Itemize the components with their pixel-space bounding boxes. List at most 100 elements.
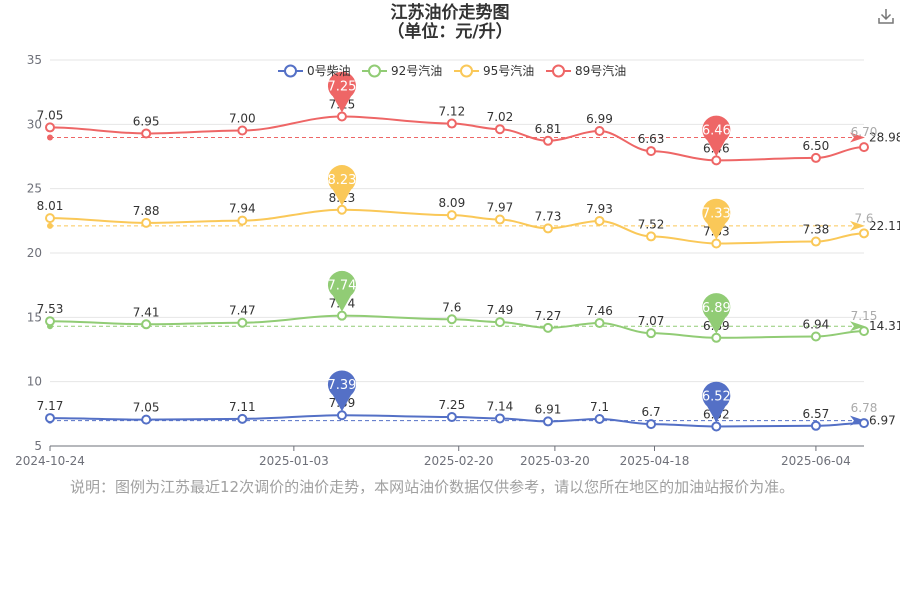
x-tick-label: 2025-02-20 <box>424 454 494 468</box>
min-marker <box>702 381 731 423</box>
average-line-label: 28.98 <box>869 130 900 144</box>
chart-title: 江苏油价走势图 （单位：元/升） <box>0 4 900 42</box>
y-tick-label: 5 <box>34 439 42 453</box>
last-value-label: 7.6 <box>854 211 873 225</box>
average-line-arrow <box>850 220 865 231</box>
data-label: 7.97 <box>487 201 514 215</box>
data-point <box>810 420 821 431</box>
max-marker-label: 8.23 <box>327 173 356 188</box>
last-value-label: 6.70 <box>851 125 878 139</box>
data-label: 7.52 <box>638 217 665 231</box>
legend-item[interactable]: 92号汽油 <box>362 63 442 78</box>
data-label: 7.25 <box>438 398 465 412</box>
series-line <box>49 208 865 245</box>
data-label: 7.12 <box>438 105 465 119</box>
download-icon[interactable] <box>876 6 896 26</box>
max-marker <box>327 270 356 312</box>
data-point <box>45 316 55 327</box>
data-labels: 7.17 7.05 7.11 7.39 7.25 7.14 6.91 7.1 6.7 6.52 6.… <box>37 97 878 421</box>
data-point <box>45 122 55 133</box>
data-label: 7.6 <box>442 300 461 314</box>
average-line-start <box>47 222 53 229</box>
chart-title-line2: （单位：元/升） <box>387 22 513 42</box>
data-point <box>646 328 657 339</box>
max-marker-label: 7.74 <box>327 279 356 294</box>
y-tick-label: 10 <box>27 375 42 389</box>
data-label: 7.00 <box>229 112 256 126</box>
legend-label: 89号汽油 <box>575 63 626 78</box>
legend-label: 95号汽油 <box>483 63 534 78</box>
data-point <box>859 326 869 337</box>
x-tick-label: 2025-04-18 <box>620 454 690 468</box>
min-marker-label: 6.89 <box>702 301 731 316</box>
data-point <box>141 319 152 330</box>
data-point <box>859 418 869 429</box>
min-marker <box>702 115 731 157</box>
legend[interactable]: 0号柴油 92号汽油 95号汽油 89号汽油 <box>278 63 626 78</box>
footnote: 说明：图例为江苏最近12次调价的油价走势，本网站油价数据仅供参考，请以您所在地区… <box>70 478 795 496</box>
min-marker-label: 7.33 <box>702 206 731 221</box>
data-point <box>45 213 55 224</box>
data-label: 6.91 <box>535 402 562 416</box>
x-tick-label: 2025-01-03 <box>259 454 329 468</box>
data-point <box>810 236 821 247</box>
y-tick-label: 30 <box>27 117 42 131</box>
data-label: 6.94 <box>803 318 830 332</box>
average-line-label: 14.31 <box>869 319 900 333</box>
data-label: 7.41 <box>133 305 160 319</box>
data-point <box>711 238 722 249</box>
average-lines: 6.97 14.31 22.11 28.98 <box>47 130 900 428</box>
legend-item[interactable]: 0号柴油 <box>278 64 351 78</box>
last-value-label: 6.78 <box>851 401 878 415</box>
x-tick-label: 2025-03-20 <box>520 454 590 468</box>
data-point <box>237 317 248 328</box>
data-point <box>446 412 457 423</box>
min-marker <box>702 293 731 334</box>
data-label: 7.88 <box>133 204 160 218</box>
data-point <box>141 217 152 228</box>
data-label: 6.95 <box>133 114 160 128</box>
data-point <box>543 322 554 333</box>
data-label: 6.57 <box>803 407 830 421</box>
data-label: 6.63 <box>638 132 665 146</box>
data-point <box>646 231 657 242</box>
data-label: 7.02 <box>487 110 514 124</box>
last-value-label: 7.15 <box>851 309 878 323</box>
average-line-arrow <box>850 321 865 332</box>
data-label: 6.7 <box>642 405 661 419</box>
min-marker <box>702 198 731 240</box>
legend-item[interactable]: 95号汽油 <box>454 63 534 78</box>
data-label: 7.47 <box>229 304 256 318</box>
y-tick-label: 15 <box>27 310 42 324</box>
data-label: 7.14 <box>487 399 514 413</box>
data-label: 6.81 <box>535 122 562 136</box>
series-line <box>49 115 865 162</box>
data-point <box>859 228 869 239</box>
data-point <box>594 413 605 424</box>
max-marker <box>327 370 356 412</box>
y-tick-label: 25 <box>27 182 42 196</box>
data-label: 7.38 <box>803 223 830 237</box>
max-marker-label: 7.25 <box>327 79 356 94</box>
min-marker-label: 6.52 <box>702 389 731 404</box>
data-point <box>711 332 722 343</box>
x-tick-label: 2024-10-24 <box>15 454 85 468</box>
max-marker <box>327 71 356 113</box>
data-point <box>237 413 248 424</box>
data-point <box>336 410 347 421</box>
x-tick-label: 2025-06-04 <box>781 454 851 468</box>
data-label: 7.46 <box>586 304 613 318</box>
extreme-markers: 7.39 6.52 7.74 6.89 8.23 7.33 7.25 6.46 <box>327 71 731 423</box>
data-point <box>446 210 457 221</box>
data-point <box>494 317 505 328</box>
data-point <box>859 142 869 153</box>
series-line <box>49 414 865 428</box>
data-label: 8.01 <box>37 199 64 213</box>
average-line-label: 22.11 <box>869 219 900 233</box>
data-point <box>543 223 554 234</box>
legend-symbol <box>460 64 473 78</box>
data-label: 8.09 <box>438 196 465 210</box>
legend-item[interactable]: 89号汽油 <box>546 63 626 78</box>
average-line-label: 6.97 <box>869 414 896 428</box>
